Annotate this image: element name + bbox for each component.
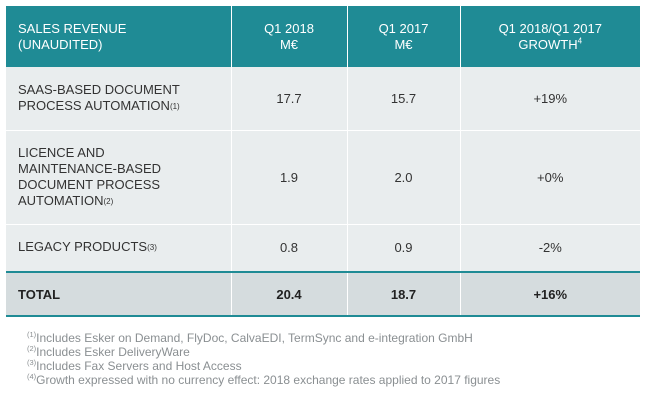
- row-label-line: PROCESS AUTOMATION: [18, 97, 170, 113]
- row-label-line: LEGACY PRODUCTS: [18, 239, 148, 254]
- header-q1-2018: Q1 2018 M€: [231, 6, 348, 67]
- row-q1-2018-value: 1.9: [231, 130, 348, 225]
- header-col4-footnote-mark: 4: [577, 36, 583, 46]
- footnote-mark: (2): [27, 344, 37, 353]
- header-col1-subtitle: (UNAUDITED): [18, 36, 103, 52]
- footnote-text: Includes Esker DeliveryWare: [36, 345, 190, 359]
- header-sales-revenue: SALES REVENUE (UNAUDITED): [6, 6, 232, 67]
- footnotes: (1)Includes Esker on Demand, FlyDoc, Cal…: [27, 331, 637, 387]
- sales-revenue-table: SALES REVENUE (UNAUDITED) Q1 2018 M€ Q1 …: [6, 6, 640, 317]
- row-label-line: LICENCE AND: [18, 144, 105, 160]
- table-row: SAAS-BASED DOCUMENT PROCESS AUTOMATION(1…: [6, 67, 640, 131]
- total-label: TOTAL: [6, 271, 232, 317]
- footnote-mark: (1): [27, 330, 37, 339]
- header-col4-title: Q1 2018/Q1 2017: [498, 20, 602, 36]
- header-col3-unit: M€: [394, 36, 413, 52]
- footnote-text: Growth expressed with no currency effect…: [36, 373, 501, 387]
- row-growth-value: -2%: [460, 224, 640, 273]
- row-label: SAAS-BASED DOCUMENT PROCESS AUTOMATION(1…: [6, 67, 232, 131]
- total-growth-value: +16%: [460, 271, 640, 317]
- row-q1-2018-value: 17.7: [231, 67, 348, 131]
- row-label-line: SAAS-BASED DOCUMENT: [18, 81, 180, 97]
- total-row: TOTAL 20.4 18.7 +16%: [6, 271, 640, 317]
- row-q1-2017-value: 0.9: [347, 224, 461, 273]
- header-col3-title: Q1 2017: [378, 20, 429, 36]
- footnote: (1)Includes Esker on Demand, FlyDoc, Cal…: [27, 331, 637, 345]
- row-footnote-mark: (3): [147, 243, 157, 252]
- header-growth: Q1 2018/Q1 2017 GROWTH4: [460, 6, 640, 67]
- row-q1-2018-value: 0.8: [231, 224, 348, 273]
- row-footnote-mark: (2): [103, 196, 114, 206]
- row-label-line: MAINTENANCE-BASED: [18, 160, 162, 176]
- row-label-line: AUTOMATION: [18, 192, 104, 208]
- table-row: LEGACY PRODUCTS(3) 0.8 0.9 -2%: [6, 224, 640, 273]
- header-col2-title: Q1 2018: [264, 20, 314, 36]
- header-col4-subtitle: GROWTH: [518, 36, 578, 52]
- row-q1-2017-value: 2.0: [347, 130, 461, 225]
- footnote: (4)Growth expressed with no currency eff…: [27, 373, 637, 387]
- footnote-text: Includes Esker on Demand, FlyDoc, CalvaE…: [36, 331, 473, 345]
- header-col1-title: SALES REVENUE: [18, 20, 127, 36]
- footnote: (2)Includes Esker DeliveryWare: [27, 345, 637, 359]
- table-row: LICENCE AND MAINTENANCE-BASED DOCUMENT P…: [6, 130, 640, 225]
- footnote-mark: (3): [27, 358, 37, 367]
- row-footnote-mark: (1): [169, 101, 180, 111]
- footnote-text: Includes Fax Servers and Host Access: [36, 359, 242, 373]
- header-q1-2017: Q1 2017 M€: [347, 6, 461, 67]
- total-q1-2018-value: 20.4: [231, 271, 348, 317]
- row-label-line: DOCUMENT PROCESS: [18, 176, 161, 192]
- table-header-row: SALES REVENUE (UNAUDITED) Q1 2018 M€ Q1 …: [6, 6, 640, 67]
- row-label: LICENCE AND MAINTENANCE-BASED DOCUMENT P…: [6, 130, 232, 225]
- total-q1-2017-value: 18.7: [347, 271, 461, 317]
- row-q1-2017-value: 15.7: [347, 67, 461, 131]
- footnote-mark: (4): [27, 372, 37, 381]
- footnote: (3)Includes Fax Servers and Host Access: [27, 359, 637, 373]
- header-col2-unit: M€: [279, 36, 299, 52]
- row-growth-value: +0%: [460, 130, 640, 225]
- row-label: LEGACY PRODUCTS(3): [6, 224, 232, 273]
- row-growth-value: +19%: [460, 67, 640, 131]
